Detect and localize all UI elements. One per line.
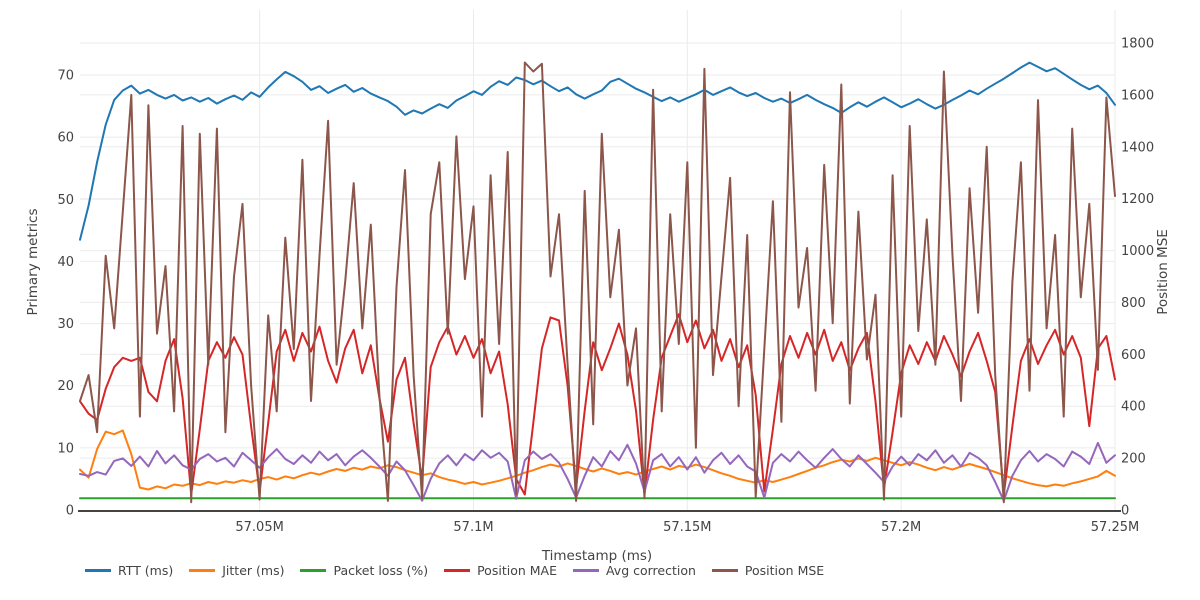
y-left-tick-label: 30 <box>57 317 74 332</box>
y-right-tick-label: 0 <box>1121 504 1129 519</box>
legend-swatch-position-mse <box>711 569 738 572</box>
legend-swatch-position-mae <box>444 569 471 572</box>
y-right-tick-label: 1600 <box>1121 88 1154 103</box>
legend-label-rtt-ms: RTT (ms) <box>118 563 174 578</box>
y-right-tick-label: 1200 <box>1121 192 1154 207</box>
legend-item-packet-loss[interactable]: Packet loss (%) <box>300 563 428 578</box>
y-left-tick-label: 0 <box>66 504 74 519</box>
y-left-tick-label: 10 <box>57 441 74 456</box>
y-left-tick-label: 70 <box>57 69 74 84</box>
y-right-tick-label: 1000 <box>1121 244 1154 259</box>
legend-item-position-mae[interactable]: Position MAE <box>444 563 557 578</box>
y-right-tick-label: 800 <box>1121 296 1146 311</box>
legend-swatch-jitter-ms <box>189 569 216 572</box>
y-right-tick-label: 1400 <box>1121 140 1154 155</box>
legend-item-jitter-ms[interactable]: Jitter (ms) <box>189 563 284 578</box>
legend-swatch-avg-correction <box>572 569 599 572</box>
legend-label-position-mse: Position MSE <box>744 563 825 578</box>
series-line-jitter-ms <box>79 429 1116 491</box>
y-axis-left-title: Primary metrics <box>25 208 41 316</box>
y-right-tick-label: 1800 <box>1121 37 1154 52</box>
y-left-tick-label: 40 <box>57 255 74 270</box>
legend-label-jitter-ms: Jitter (ms) <box>222 563 285 578</box>
legend-label-position-mae: Position MAE <box>477 563 557 578</box>
legend-item-position-mse[interactable]: Position MSE <box>711 563 825 578</box>
series-line-avg-correction <box>79 441 1116 502</box>
y-right-tick-label: 400 <box>1121 400 1146 415</box>
x-tick-label: 57.15M <box>663 520 711 535</box>
x-tick-label: 57.2M <box>881 520 921 535</box>
series-line-position-mae <box>79 313 1116 496</box>
series-line-rtt-ms <box>79 61 1116 241</box>
y-left-tick-label: 60 <box>57 131 74 146</box>
legend-label-packet-loss: Packet loss (%) <box>333 563 429 578</box>
legend-label-avg-correction: Avg correction <box>605 563 696 578</box>
y-right-tick-label: 600 <box>1121 348 1146 363</box>
y-left-tick-label: 20 <box>57 379 74 394</box>
legend-item-avg-correction[interactable]: Avg correction <box>572 563 696 578</box>
legend-item-rtt-ms[interactable]: RTT (ms) <box>85 563 173 578</box>
legend-swatch-packet-loss <box>300 569 327 572</box>
x-axis-title: Timestamp (ms) <box>541 548 653 564</box>
y-left-tick-label: 50 <box>57 193 74 208</box>
legend-swatch-rtt-ms <box>85 569 111 572</box>
x-tick-label: 57.25M <box>1091 520 1139 535</box>
x-tick-label: 57.1M <box>453 520 493 535</box>
y-right-tick-label: 200 <box>1121 452 1146 467</box>
x-tick-label: 57.05M <box>235 520 283 535</box>
series-line-position-mse <box>79 61 1116 504</box>
legend: RTT (ms) Jitter (ms) Packet loss (%) Positi… <box>85 563 824 578</box>
y-axis-right-title: Position MSE <box>1155 229 1171 315</box>
